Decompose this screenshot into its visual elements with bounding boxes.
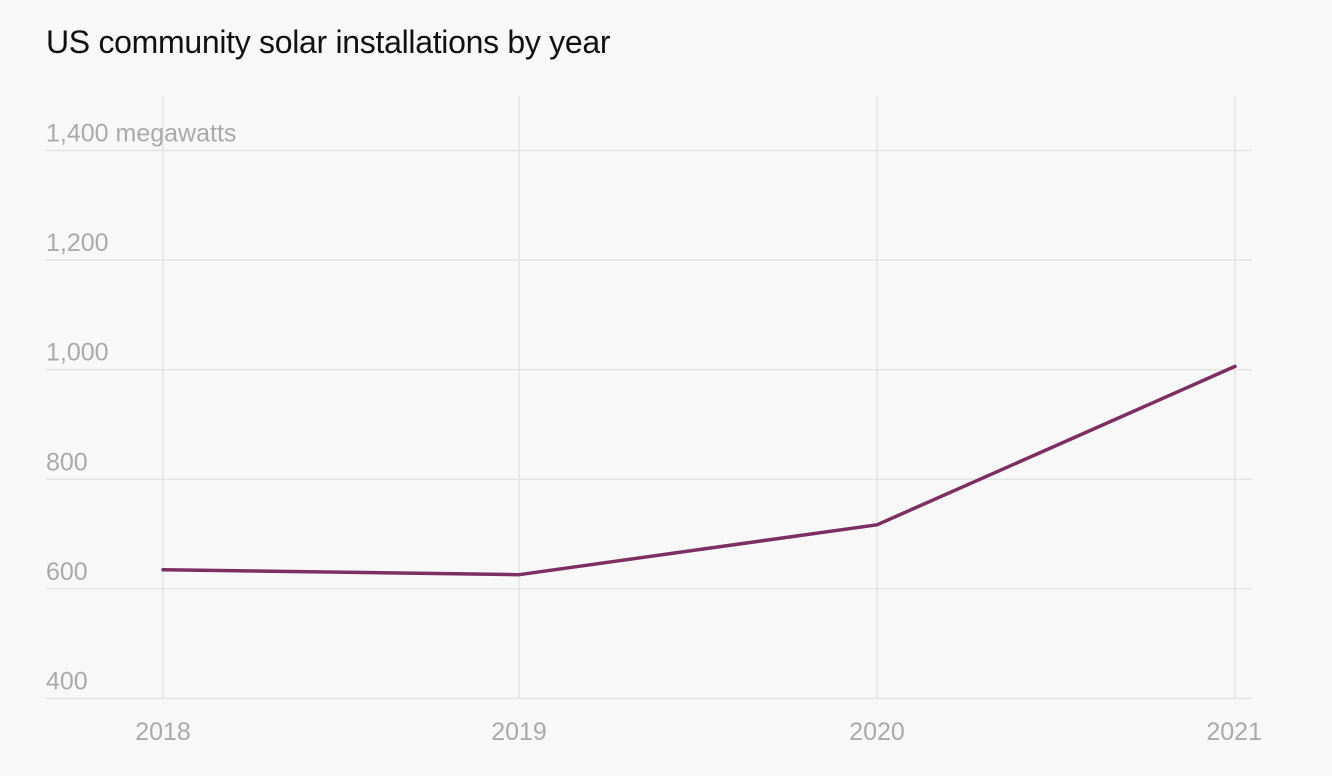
chart-title: US community solar installations by year — [46, 24, 611, 60]
y-tick-label-600: 600 — [46, 558, 88, 586]
x-tick-label-2019: 2019 — [491, 718, 547, 746]
y-tick-label-800: 800 — [46, 448, 88, 476]
horizontal-gridlines — [46, 149, 1252, 700]
y-tick-label-1400: 1,400 megawatts — [46, 120, 236, 148]
x-tick-label-2020: 2020 — [849, 718, 905, 746]
x-tick-label-2021: 2021 — [1206, 718, 1262, 746]
y-tick-label-400: 400 — [46, 668, 88, 696]
series-line-0 — [161, 364, 1237, 577]
x-tick-label-2018: 2018 — [135, 718, 191, 746]
x-axis-tick-labels: 2018 2019 2020 2021 — [135, 718, 1262, 746]
y-axis-tick-labels: 400 600 800 1,000 1,200 1,400 megawatts — [46, 120, 236, 696]
series-group — [161, 364, 1237, 577]
y-tick-label-1200: 1,200 — [46, 229, 109, 257]
vertical-gridlines — [162, 96, 1236, 699]
y-tick-label-1000: 1,000 — [46, 339, 109, 367]
